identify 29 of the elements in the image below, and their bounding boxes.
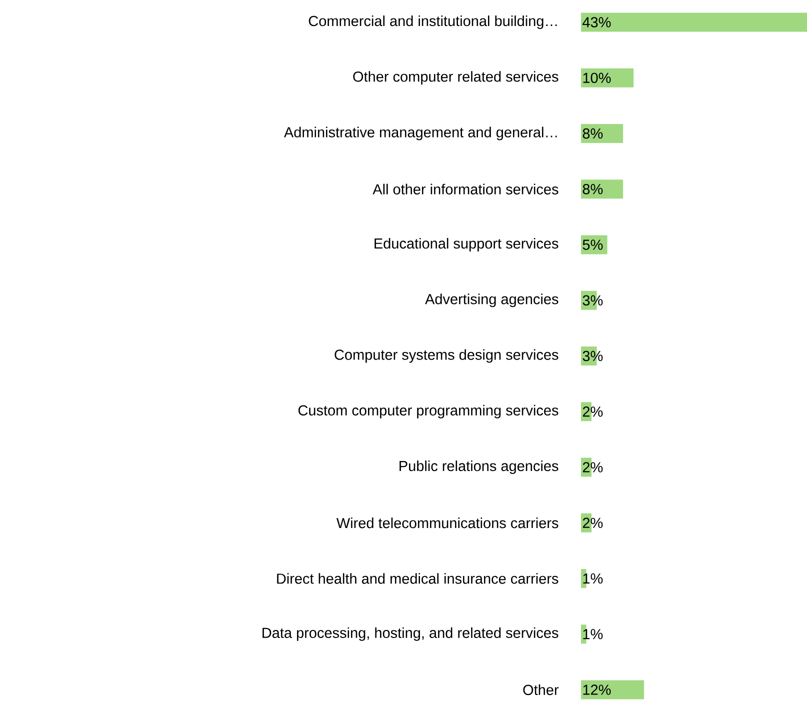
data-label: 2% bbox=[582, 462, 603, 472]
data-label: 8% bbox=[582, 128, 603, 139]
data-label: 5% bbox=[582, 240, 603, 250]
data-label: 12% bbox=[583, 684, 611, 695]
y-tick-label: Administrative management and general… bbox=[284, 126, 557, 140]
data-label: 8% bbox=[582, 184, 603, 194]
y-tick-label: Custom computer programming services bbox=[298, 404, 558, 418]
y-tick-label: Commercial and institutional building… bbox=[308, 15, 557, 30]
bar bbox=[580, 12, 807, 32]
bar bbox=[580, 180, 624, 199]
data-label: 2% bbox=[582, 406, 603, 417]
bar bbox=[580, 124, 624, 143]
y-tick-label: Public relations agencies bbox=[400, 460, 558, 474]
data-label: 2% bbox=[582, 518, 603, 528]
y-tick-label: Computer systems design services bbox=[334, 349, 558, 363]
y-tick-label: Advertising agencies bbox=[425, 294, 558, 308]
y-tick-label: Wired telecommunications carriers bbox=[336, 518, 558, 528]
y-tick-label: Direct health and medical insurance carriers bbox=[277, 573, 558, 584]
y-tick-label: All other information services bbox=[372, 184, 558, 194]
bar bbox=[580, 68, 634, 88]
data-label: 1% bbox=[583, 573, 603, 584]
data-label: 1% bbox=[583, 629, 603, 640]
y-tick-label: Other computer related services bbox=[353, 71, 558, 85]
bar bbox=[580, 680, 644, 700]
y-tick-label: Other bbox=[523, 684, 559, 696]
data-label: 10% bbox=[583, 72, 611, 84]
y-tick-label: Data processing, hosting, and related services bbox=[262, 627, 558, 641]
y-tick-label: Educational support services bbox=[374, 238, 558, 252]
data-label: 43% bbox=[582, 17, 611, 28]
